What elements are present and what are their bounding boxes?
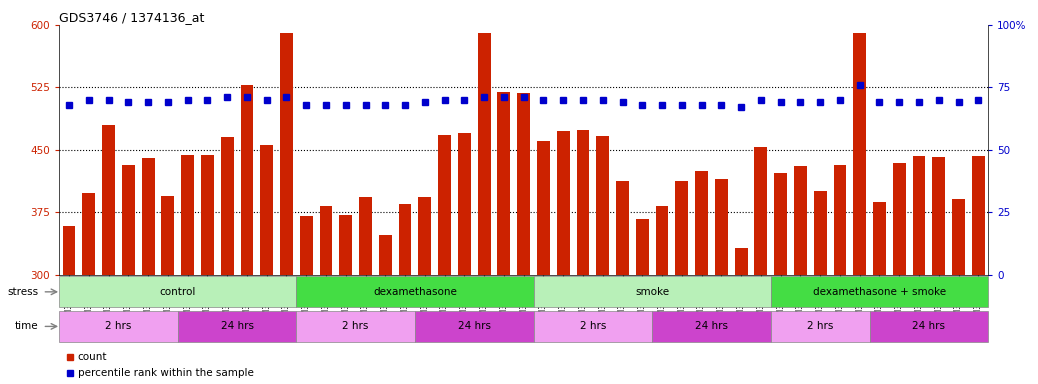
Bar xyxy=(497,91,511,384)
Bar xyxy=(534,276,771,307)
Bar xyxy=(576,130,590,384)
Bar xyxy=(652,311,771,342)
Bar xyxy=(379,235,391,384)
Text: smoke: smoke xyxy=(635,287,670,297)
Bar xyxy=(241,85,253,384)
Text: 24 hrs: 24 hrs xyxy=(912,321,946,331)
Bar xyxy=(794,166,807,384)
Bar xyxy=(121,165,135,384)
Bar xyxy=(82,193,95,384)
Bar xyxy=(177,311,297,342)
Bar xyxy=(656,205,668,384)
Bar xyxy=(774,173,787,384)
Text: stress: stress xyxy=(7,287,38,297)
Bar xyxy=(596,136,609,384)
Bar xyxy=(537,141,550,384)
Bar xyxy=(59,311,177,342)
Text: control: control xyxy=(160,287,196,297)
Bar xyxy=(556,131,570,384)
Bar xyxy=(676,180,688,384)
Bar xyxy=(912,156,926,384)
Bar xyxy=(952,199,965,384)
Bar xyxy=(359,197,372,384)
Bar xyxy=(695,170,708,384)
Bar xyxy=(297,276,534,307)
Bar xyxy=(261,145,273,384)
Bar xyxy=(399,204,411,384)
Bar xyxy=(201,155,214,384)
Bar xyxy=(297,311,415,342)
Bar xyxy=(59,276,297,307)
Bar xyxy=(715,179,728,384)
Bar xyxy=(735,248,747,384)
Text: 2 hrs: 2 hrs xyxy=(343,321,368,331)
Text: count: count xyxy=(78,352,107,362)
Bar xyxy=(853,33,866,384)
Text: time: time xyxy=(16,321,38,331)
Bar xyxy=(636,219,649,384)
Bar xyxy=(617,180,629,384)
Bar xyxy=(320,205,332,384)
Bar xyxy=(814,190,826,384)
Bar xyxy=(102,125,115,384)
Bar xyxy=(972,156,985,384)
Bar xyxy=(873,202,885,384)
Text: dexamethasone: dexamethasone xyxy=(373,287,457,297)
Bar xyxy=(415,311,534,342)
Text: 2 hrs: 2 hrs xyxy=(105,321,132,331)
Bar xyxy=(771,311,870,342)
Bar xyxy=(62,226,76,384)
Bar xyxy=(300,216,312,384)
Bar xyxy=(182,155,194,384)
Bar xyxy=(834,165,846,384)
Bar xyxy=(932,157,946,384)
Bar xyxy=(771,276,988,307)
Bar xyxy=(870,311,988,342)
Bar xyxy=(458,133,471,384)
Text: percentile rank within the sample: percentile rank within the sample xyxy=(78,368,253,378)
Text: 2 hrs: 2 hrs xyxy=(807,321,834,331)
Bar xyxy=(339,215,352,384)
Bar xyxy=(221,137,234,384)
Bar xyxy=(280,33,293,384)
Text: GDS3746 / 1374136_at: GDS3746 / 1374136_at xyxy=(59,11,204,24)
Text: 2 hrs: 2 hrs xyxy=(579,321,606,331)
Bar xyxy=(162,195,174,384)
Bar xyxy=(517,93,530,384)
Bar xyxy=(534,311,652,342)
Bar xyxy=(418,197,431,384)
Text: 24 hrs: 24 hrs xyxy=(695,321,728,331)
Text: dexamethasone + smoke: dexamethasone + smoke xyxy=(813,287,946,297)
Bar xyxy=(142,158,155,384)
Bar xyxy=(438,135,452,384)
Bar xyxy=(755,147,767,384)
Text: 24 hrs: 24 hrs xyxy=(458,321,491,331)
Bar xyxy=(893,163,905,384)
Text: 24 hrs: 24 hrs xyxy=(220,321,253,331)
Bar xyxy=(477,33,491,384)
